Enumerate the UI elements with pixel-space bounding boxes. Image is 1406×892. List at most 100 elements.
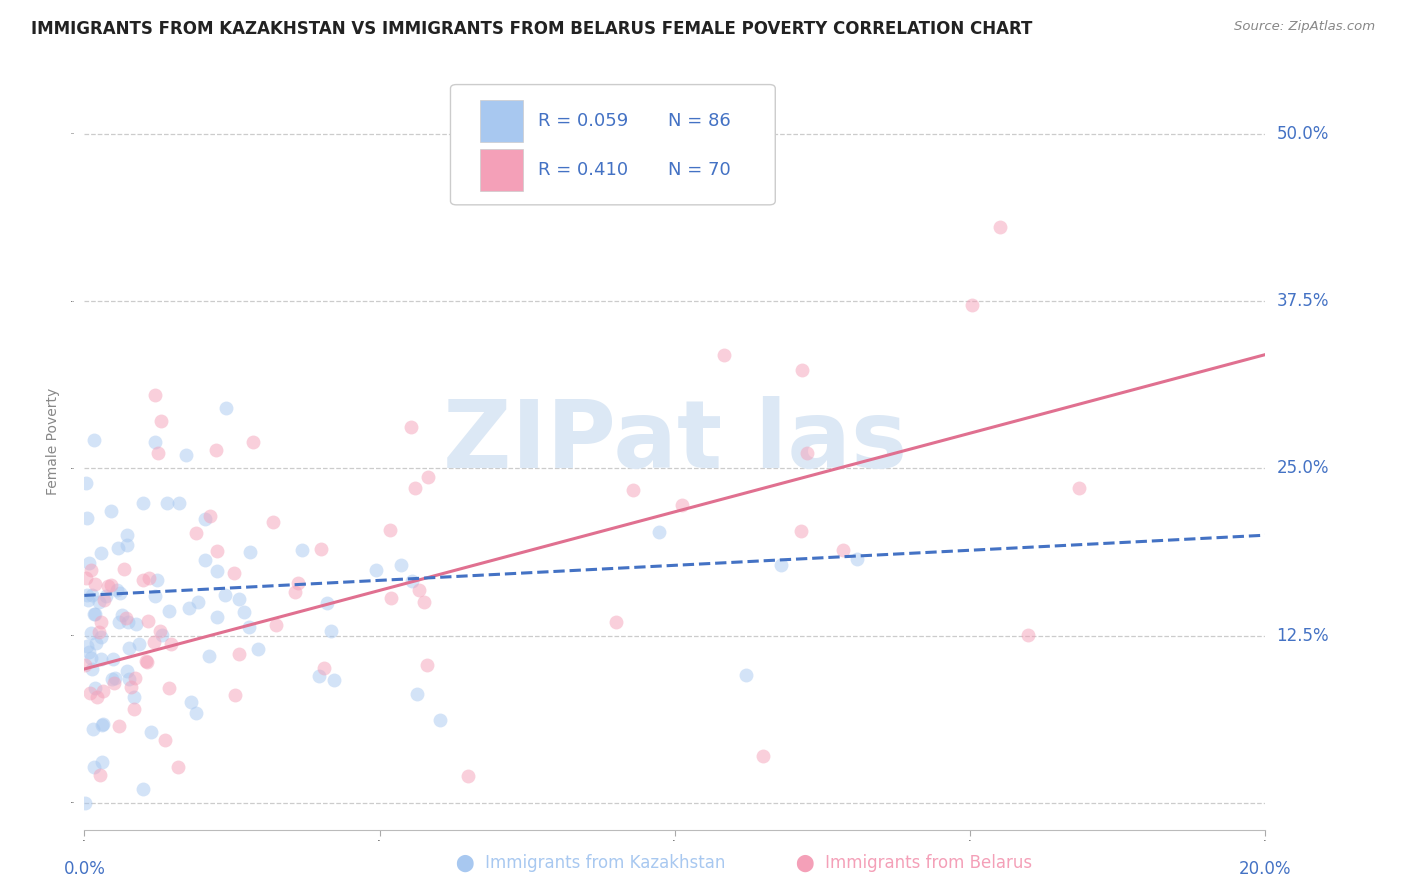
Point — [846, 551, 869, 566]
Point — [1017, 628, 1039, 642]
Point — [115, 664, 138, 678]
Text: 12.5%: 12.5% — [1277, 626, 1329, 645]
Point — [90, 718, 112, 732]
Point — [90, 630, 112, 644]
Point — [155, 732, 177, 747]
Point — [404, 482, 426, 496]
Point — [184, 706, 207, 720]
Point — [184, 526, 207, 541]
Point — [167, 760, 190, 774]
Point — [124, 671, 146, 685]
Point — [131, 496, 153, 510]
Point — [77, 645, 100, 659]
Point — [117, 538, 139, 552]
Point — [150, 415, 173, 429]
Point — [82, 588, 104, 602]
Point — [309, 541, 332, 556]
Text: 25.0%: 25.0% — [1277, 459, 1329, 477]
Point — [174, 448, 197, 462]
Point — [1067, 481, 1090, 495]
Point — [117, 528, 139, 542]
Point — [83, 607, 105, 622]
Point — [790, 362, 813, 376]
Point — [416, 469, 439, 483]
FancyBboxPatch shape — [479, 100, 523, 142]
Point — [91, 716, 114, 731]
Point — [79, 563, 101, 577]
Point — [90, 615, 112, 629]
Point — [143, 388, 166, 402]
Point — [76, 511, 98, 525]
Point — [177, 601, 200, 615]
Point — [194, 552, 217, 566]
Point — [157, 603, 180, 617]
Point — [205, 564, 228, 578]
Point — [284, 584, 307, 599]
Text: ⬤  Immigrants from Belarus: ⬤ Immigrants from Belarus — [796, 855, 1032, 872]
Point — [205, 543, 228, 558]
Point — [83, 576, 105, 591]
Point — [205, 609, 228, 624]
Point — [429, 713, 451, 727]
Point — [308, 669, 330, 683]
Point — [157, 681, 180, 696]
Point — [215, 401, 238, 416]
Point — [796, 446, 818, 460]
Point — [247, 641, 270, 656]
Point — [366, 563, 388, 577]
Point — [180, 695, 202, 709]
Point — [108, 615, 131, 629]
Point — [146, 573, 169, 587]
Point — [262, 515, 284, 529]
Text: IMMIGRANTS FROM KAZAKHSTAN VS IMMIGRANTS FROM BELARUS FEMALE POVERTY CORRELATION: IMMIGRANTS FROM KAZAKHSTAN VS IMMIGRANTS… — [31, 20, 1032, 37]
Point — [204, 443, 226, 458]
Point — [138, 570, 160, 584]
Point — [93, 593, 115, 607]
Point — [83, 607, 105, 621]
Point — [832, 543, 855, 558]
Point — [122, 701, 145, 715]
Point — [97, 579, 120, 593]
Point — [187, 595, 209, 609]
Text: N = 70: N = 70 — [668, 161, 731, 179]
Point — [232, 605, 254, 619]
Point — [316, 596, 339, 610]
Point — [79, 686, 101, 700]
Point — [89, 768, 111, 782]
Point — [83, 760, 105, 774]
FancyBboxPatch shape — [450, 85, 775, 205]
Text: 50.0%: 50.0% — [1277, 125, 1329, 143]
Point — [108, 586, 131, 600]
Point — [713, 348, 735, 362]
Point — [108, 719, 131, 733]
Point — [82, 722, 104, 736]
Point — [416, 657, 439, 672]
Point — [319, 624, 342, 639]
Point — [962, 298, 984, 312]
Point — [100, 578, 122, 592]
Point — [988, 220, 1011, 235]
Point — [132, 782, 155, 797]
Point — [228, 592, 250, 607]
Point — [160, 637, 183, 651]
Point — [105, 583, 128, 598]
Point — [80, 651, 103, 665]
Point — [224, 566, 246, 581]
Point — [90, 652, 112, 666]
Point — [124, 617, 146, 632]
Point — [152, 627, 174, 641]
Point — [169, 496, 191, 510]
Point — [239, 545, 262, 559]
Point — [79, 626, 101, 640]
Point — [790, 524, 813, 538]
Point — [142, 634, 165, 648]
Point — [94, 589, 117, 603]
Point — [132, 573, 155, 587]
Point — [100, 504, 122, 518]
Point — [117, 641, 139, 656]
Point — [621, 483, 644, 497]
Point — [143, 589, 166, 603]
Point — [104, 671, 127, 685]
Point — [323, 673, 346, 688]
Point — [117, 615, 139, 629]
